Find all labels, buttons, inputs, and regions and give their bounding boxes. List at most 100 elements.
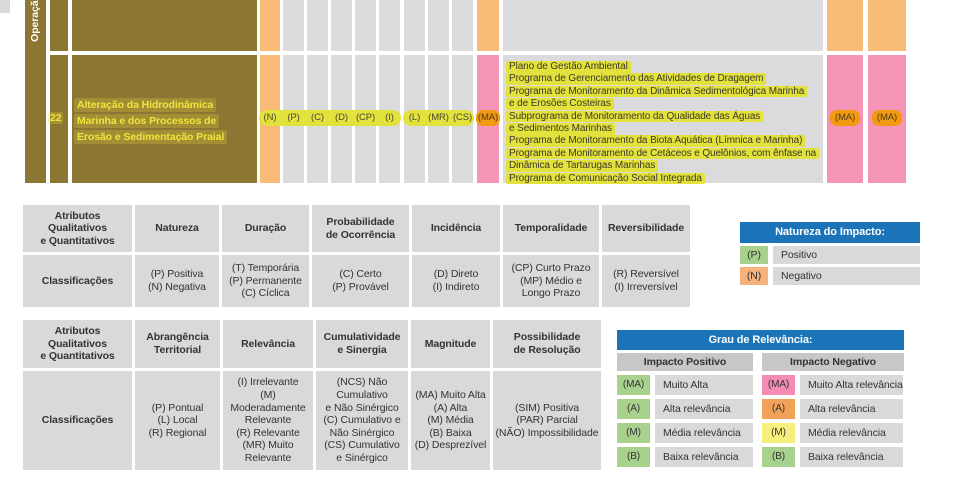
- above-row-nature-cell: [260, 0, 280, 51]
- impact-title-cell: [72, 55, 257, 183]
- legend1-header: Atributos Qualitativos e Quantitativos: [23, 205, 132, 252]
- positive-swatch: (P): [740, 246, 768, 264]
- program-line: Subprograma de Monitoramento da Qualidad…: [506, 110, 764, 123]
- legend2-cell: (NCS) Não Cumulativo e Não Sinérgico (C)…: [316, 371, 408, 470]
- attr-code: (P): [287, 112, 300, 123]
- negative-swatch: (M): [762, 423, 795, 443]
- above-row-number-cell: [50, 0, 68, 51]
- relevance-row-muito-alta: (MA) Muito Alta relevância (MA) Muito Al…: [617, 375, 904, 411]
- legend1-header: Natureza: [135, 205, 219, 252]
- legend2-cell: (I) Irrelevante (M) Moderadamente Releva…: [223, 371, 313, 470]
- negative-relevance-label: Média relevância: [800, 423, 903, 443]
- above-row-attr-cell: [331, 0, 352, 51]
- relevance-row-alta: (A) Alta relevância (A) Alta relevância: [617, 399, 904, 419]
- legend1-cell: (R) Reversível (I) Irreversível: [602, 255, 690, 307]
- phase-column-operacao: Operação: [25, 0, 46, 183]
- legend1-cell: (CP) Curto Prazo (MP) Médio e Longo Praz…: [503, 255, 599, 307]
- negative-swatch: (A): [762, 399, 795, 419]
- program-line: Dinâmica de Tartarugas Marinhas: [506, 160, 659, 172]
- above-row-attr-cell: [307, 0, 328, 51]
- legend2-header: Possibilidade de Resolução: [493, 320, 601, 368]
- positive-impact-header: Impacto Positivo: [617, 353, 753, 371]
- program-line: Plano de Gestão Ambiental: [506, 61, 631, 73]
- legend2-header: Relevância: [223, 320, 313, 368]
- relevance-row-baixa: (B) Baixa relevância (B) Baixa relevânci…: [617, 447, 904, 467]
- above-row-right-relevance-cell: [827, 0, 863, 51]
- legend2-header: Abrangência Territorial: [135, 320, 220, 368]
- program-line: Programa de Monitoramento de Cetáceos e …: [506, 147, 820, 160]
- impact-title-line: Erosão e Sedimentação Praial: [74, 130, 228, 144]
- relevance-row-media: (M) Média relevância (M) Média relevânci…: [617, 423, 904, 443]
- attr-code-nature: (N): [263, 112, 277, 123]
- above-row-right-relevance-cell: [868, 0, 906, 51]
- attr-code: (MR): [428, 112, 449, 123]
- positive-swatch: (M): [617, 423, 650, 443]
- legend2-header: Atributos Qualitativos e Quantitativos: [23, 320, 132, 368]
- above-row-title-cell: [72, 0, 257, 51]
- attr-code: (L): [408, 112, 421, 123]
- above-row-attr-cell: [452, 0, 473, 51]
- attr-code: (C): [311, 112, 324, 123]
- negative-label: Negativo: [773, 267, 920, 285]
- positive-swatch: (B): [617, 447, 650, 467]
- negative-swatch: (B): [762, 447, 795, 467]
- impact-title-line: Marinha e dos Processos de: [74, 114, 220, 128]
- program-line: Programa de Gerenciamento das Atividades…: [506, 73, 767, 85]
- negative-swatch: (MA): [762, 375, 795, 395]
- above-row-relevance-cell: [477, 0, 499, 51]
- negative-relevance-label: Alta relevância: [800, 399, 903, 419]
- legend1-cell: (C) Certo (P) Provável: [312, 255, 409, 307]
- negative-swatch: (N): [740, 267, 768, 285]
- impact-number-cell: [50, 55, 68, 183]
- positive-swatch: (MA): [617, 375, 650, 395]
- impact-programs-list: Plano de Gestão Ambiental Programa de Ge…: [506, 56, 822, 185]
- legend2-cell: (P) Pontual (L) Local (R) Regional: [135, 371, 220, 470]
- above-row-attr-cell: [379, 0, 400, 51]
- positive-relevance-label: Baixa relevância: [655, 447, 753, 467]
- program-line: Programa de Comunicação Social Integrada: [506, 172, 705, 185]
- above-row-attr-cell: [283, 0, 304, 51]
- program-line: Programa de Monitoramento da Biota Aquát…: [506, 135, 806, 147]
- legend1-header: Duração: [222, 205, 309, 252]
- legend2-cell: (SIM) Positiva (PAR) Parcial (NÃO) Impos…: [493, 371, 601, 470]
- relevance-badge: (MA): [476, 110, 500, 126]
- relevance-badge: (MA): [830, 110, 860, 126]
- cropped-cell-fragment: [0, 0, 10, 13]
- legend1-row-label: Classificações: [23, 255, 132, 307]
- attr-code: (D): [335, 112, 348, 123]
- phase-label: Operação: [29, 0, 41, 42]
- nature-legend-title: Natureza do Impacto:: [740, 222, 920, 243]
- legend1-header: Reversibilidade: [602, 205, 690, 252]
- attributes-legend-table-1: Atributos Qualitativos e Quantitativos N…: [23, 205, 690, 307]
- relevance-grade-legend: Grau de Relevância: Impacto Positivo Imp…: [617, 330, 904, 467]
- above-row-attr-cell: [428, 0, 449, 51]
- negative-impact-header: Impacto Negativo: [762, 353, 904, 371]
- legend1-cell: (P) Positiva (N) Negativa: [135, 255, 219, 307]
- program-line: e de Erosões Costeiras: [506, 98, 614, 110]
- relevance-legend-title: Grau de Relevância:: [617, 330, 904, 350]
- legend1-cell: (D) Direto (I) Indireto: [412, 255, 500, 307]
- yellow-highlight-band: [259, 110, 401, 126]
- negative-relevance-label: Baixa relevância: [800, 447, 903, 467]
- relevance-legend-subheaders: Impacto Positivo Impacto Negativo: [617, 353, 904, 371]
- program-line: e Sedimentos Marinhas: [506, 122, 615, 135]
- legend1-header: Probabilidade de Ocorrência: [312, 205, 409, 252]
- program-line: Programa de Monitoramento da Dinâmica Se…: [506, 85, 808, 98]
- positive-relevance-label: Média relevância: [655, 423, 753, 443]
- relevance-badge: (MA): [872, 110, 902, 126]
- attr-code: (CP): [355, 112, 376, 123]
- negative-relevance-label: Muito Alta relevância: [800, 375, 903, 395]
- attr-code: (CS): [452, 112, 473, 123]
- attr-code: (I): [385, 112, 394, 123]
- legend2-header: Cumulatividade e Sinergia: [316, 320, 408, 368]
- impact-title: Alteração da Hidrodinâmica Marinha e dos…: [74, 95, 228, 144]
- positive-relevance-label: Muito Alta relevância: [655, 375, 753, 411]
- legend1-cell: (T) Temporária (P) Permanente (C) Cíclic…: [222, 255, 309, 307]
- legend1-header: Incidência: [412, 205, 500, 252]
- nature-legend-row-positive: (P) Positivo: [740, 246, 920, 264]
- above-row-attr-cell: [355, 0, 376, 51]
- positive-label: Positivo: [773, 246, 920, 264]
- nature-legend-row-negative: (N) Negativo: [740, 267, 920, 285]
- positive-relevance-label: Alta relevância: [655, 399, 753, 419]
